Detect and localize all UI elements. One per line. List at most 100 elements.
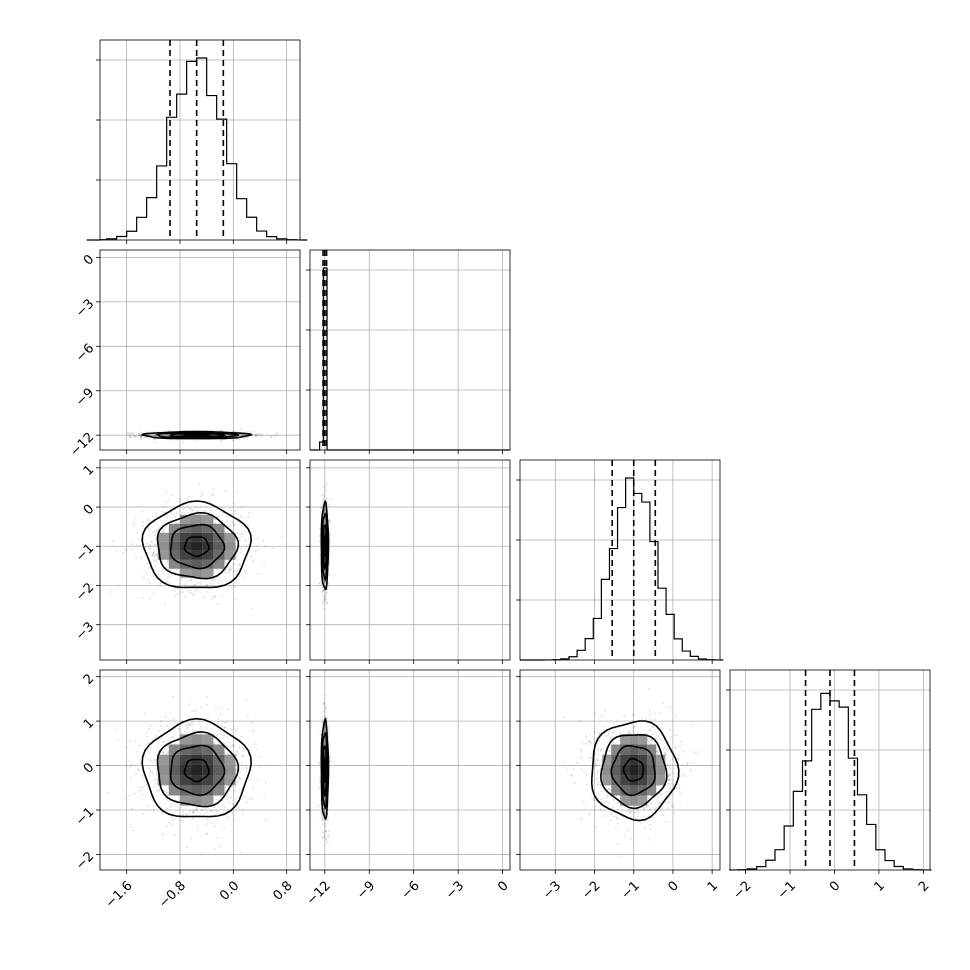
sample-point bbox=[140, 437, 143, 440]
sample-point bbox=[241, 755, 244, 758]
sample-point bbox=[172, 735, 175, 738]
density-cell bbox=[202, 532, 214, 542]
sample-point bbox=[321, 721, 324, 724]
sample-point bbox=[229, 796, 232, 799]
sample-point bbox=[247, 538, 250, 541]
density-cell bbox=[157, 550, 169, 560]
sample-point bbox=[322, 499, 325, 502]
sample-point bbox=[244, 699, 247, 702]
sample-point bbox=[261, 433, 264, 437]
sample-point bbox=[143, 570, 146, 573]
sample-point bbox=[321, 586, 325, 589]
sample-point bbox=[238, 538, 241, 542]
sample-point bbox=[240, 735, 243, 739]
contour-0 bbox=[141, 717, 253, 818]
sample-point bbox=[124, 548, 127, 551]
sample-point bbox=[244, 571, 247, 574]
sample-point bbox=[141, 548, 144, 551]
sample-point bbox=[263, 564, 266, 567]
sample-point bbox=[183, 583, 186, 586]
density-cell bbox=[202, 734, 214, 745]
sample-point bbox=[128, 794, 132, 797]
sample-point bbox=[137, 544, 140, 547]
sample-point bbox=[648, 688, 651, 691]
sample-point bbox=[238, 517, 241, 520]
sample-point bbox=[213, 805, 217, 808]
sample-point bbox=[238, 563, 242, 567]
sample-point bbox=[212, 806, 216, 809]
sample-point bbox=[256, 572, 259, 575]
panel-grid bbox=[310, 670, 510, 870]
sample-point bbox=[153, 785, 156, 788]
sample-point bbox=[318, 762, 321, 765]
sample-point bbox=[258, 764, 262, 767]
sample-point bbox=[272, 546, 275, 550]
sample-point bbox=[324, 490, 327, 493]
sample-point bbox=[239, 852, 242, 855]
sample-point bbox=[226, 520, 229, 523]
sample-point bbox=[200, 809, 203, 812]
contour-2 bbox=[169, 744, 226, 797]
sample-point bbox=[247, 511, 251, 515]
sample-point bbox=[152, 760, 155, 764]
sample-point bbox=[125, 549, 128, 552]
panel-frame bbox=[99, 459, 301, 661]
sample-point bbox=[270, 436, 273, 439]
sample-point bbox=[326, 497, 329, 500]
sample-point bbox=[190, 721, 193, 725]
sample-point bbox=[322, 590, 325, 593]
sample-point bbox=[205, 818, 208, 821]
density-cell bbox=[213, 744, 225, 755]
sample-point bbox=[121, 551, 125, 554]
sample-point bbox=[161, 751, 164, 754]
sample-point bbox=[121, 788, 125, 791]
sample-point bbox=[161, 751, 165, 754]
sample-point bbox=[154, 543, 157, 546]
sample-point bbox=[234, 430, 237, 433]
sample-point bbox=[153, 530, 156, 533]
sample-point bbox=[217, 718, 220, 721]
sample-point bbox=[318, 540, 321, 543]
sample-point bbox=[154, 520, 157, 524]
sample-point bbox=[230, 521, 234, 524]
sample-point bbox=[221, 725, 225, 728]
density-cell bbox=[213, 785, 225, 796]
sample-point bbox=[135, 543, 138, 547]
sample-point bbox=[325, 829, 328, 832]
sample-point bbox=[146, 561, 149, 565]
sample-point bbox=[134, 516, 137, 519]
sample-point bbox=[189, 837, 192, 840]
sample-point bbox=[160, 720, 163, 723]
sample-point bbox=[225, 720, 228, 724]
sample-point bbox=[213, 595, 216, 598]
sample-point bbox=[234, 729, 237, 733]
sample-point bbox=[232, 562, 235, 566]
sample-point bbox=[164, 602, 167, 605]
density-cell bbox=[191, 514, 203, 524]
sample-point bbox=[146, 542, 149, 545]
sample-point bbox=[679, 741, 683, 744]
density-cell bbox=[157, 434, 169, 436]
density-cell bbox=[224, 764, 236, 776]
sample-point bbox=[322, 709, 325, 712]
sample-point bbox=[229, 586, 232, 589]
sample-point bbox=[227, 800, 230, 804]
sample-point bbox=[321, 830, 324, 834]
sample-point bbox=[139, 761, 142, 764]
sample-point bbox=[197, 509, 200, 512]
sample-point bbox=[127, 432, 130, 435]
sample-point bbox=[153, 437, 156, 441]
sample-point bbox=[205, 832, 208, 836]
sample-point bbox=[162, 751, 165, 754]
sample-point bbox=[155, 511, 158, 514]
sample-point bbox=[232, 429, 235, 433]
sample-point bbox=[168, 582, 171, 585]
sample-point bbox=[161, 833, 164, 837]
sample-point bbox=[134, 772, 138, 775]
sample-point bbox=[596, 779, 599, 782]
sample-point bbox=[161, 510, 165, 514]
sample-point bbox=[323, 730, 327, 733]
sample-point bbox=[230, 565, 233, 569]
sample-point bbox=[182, 811, 185, 814]
sample-point bbox=[240, 547, 243, 550]
